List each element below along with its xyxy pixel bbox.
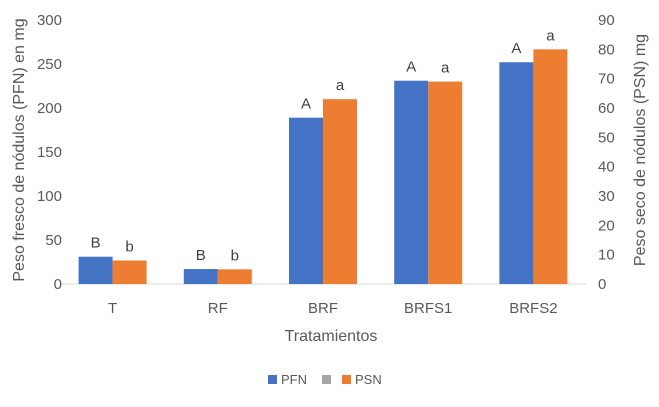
- bar-pfn-brf: [289, 117, 323, 285]
- bar-pfn-brfs2: [499, 62, 534, 284]
- bar-psn-brf: [323, 99, 357, 284]
- bar-pfn-rf: [183, 269, 218, 284]
- right-tick-label: 50: [598, 129, 615, 146]
- right-tick-label: 90: [598, 12, 615, 29]
- category-ticks: T RF BRF BRFS1 BRFS2: [108, 300, 558, 317]
- legend-label-pfn: PFN: [281, 372, 307, 387]
- bar-psn-brfs1: [428, 81, 463, 284]
- right-tick-label: 20: [598, 217, 615, 234]
- left-tick-label: 150: [37, 144, 62, 161]
- significance-label-pfn-brf: A: [301, 96, 311, 113]
- left-tick-label: 200: [37, 100, 62, 117]
- bar-psn-rf: [217, 269, 252, 284]
- legend-swatch-unnamed: [322, 375, 331, 384]
- bar-psn-brfs2: [533, 49, 568, 285]
- bars: [78, 49, 568, 285]
- right-tick-label: 30: [598, 188, 615, 205]
- left-tick-label: 100: [37, 188, 62, 205]
- significance-label-pfn-rf: B: [196, 247, 206, 264]
- bar-pfn-t: [78, 256, 113, 284]
- right-tick-label: 60: [598, 100, 615, 117]
- category-tick-label: BRF: [308, 300, 338, 317]
- left-axis-ticks: 0 50 100 150 200 250 300: [37, 12, 62, 293]
- left-tick-label: 250: [37, 56, 62, 73]
- bar-psn-t: [112, 260, 147, 284]
- right-tick-label: 70: [598, 71, 615, 88]
- bar-pfn-brfs1: [394, 80, 429, 284]
- category-tick-label: BRFS2: [509, 300, 557, 317]
- category-tick-label: T: [108, 300, 117, 317]
- significance-label-psn-brfs1: a: [441, 60, 450, 77]
- significance-label-psn-rf: b: [231, 247, 239, 264]
- right-tick-label: 10: [598, 247, 615, 264]
- right-tick-label: 80: [598, 41, 615, 58]
- significance-label-psn-brf: a: [336, 77, 345, 94]
- significance-label-psn-brfs2: a: [546, 27, 555, 44]
- significance-label-psn-t: b: [125, 239, 133, 256]
- significance-label-pfn-brfs2: A: [511, 40, 521, 57]
- left-tick-label: 300: [37, 12, 62, 29]
- category-tick-label: BRFS1: [404, 300, 452, 317]
- legend: PFN PSN: [268, 372, 382, 387]
- significance-label-pfn-t: B: [91, 235, 101, 252]
- significance-label-pfn-brfs1: A: [406, 59, 416, 76]
- legend-swatch-psn: [342, 375, 351, 384]
- category-tick-label: RF: [208, 300, 228, 317]
- left-axis-title: Peso fresco de nódulos (PFN) en mg: [11, 18, 28, 281]
- right-axis-title: Peso seco de nódulos (PSN) mg: [632, 34, 649, 266]
- legend-swatch-pfn: [268, 375, 277, 384]
- legend-label-psn: PSN: [355, 372, 382, 387]
- x-axis-title: Tratamientos: [285, 328, 378, 345]
- right-tick-label: 0: [598, 276, 606, 293]
- right-axis-ticks: 0 10 20 30 40 50 60 70 80 90: [598, 12, 615, 293]
- left-tick-label: 50: [45, 232, 62, 249]
- right-tick-label: 40: [598, 159, 615, 176]
- left-tick-label: 0: [54, 276, 62, 293]
